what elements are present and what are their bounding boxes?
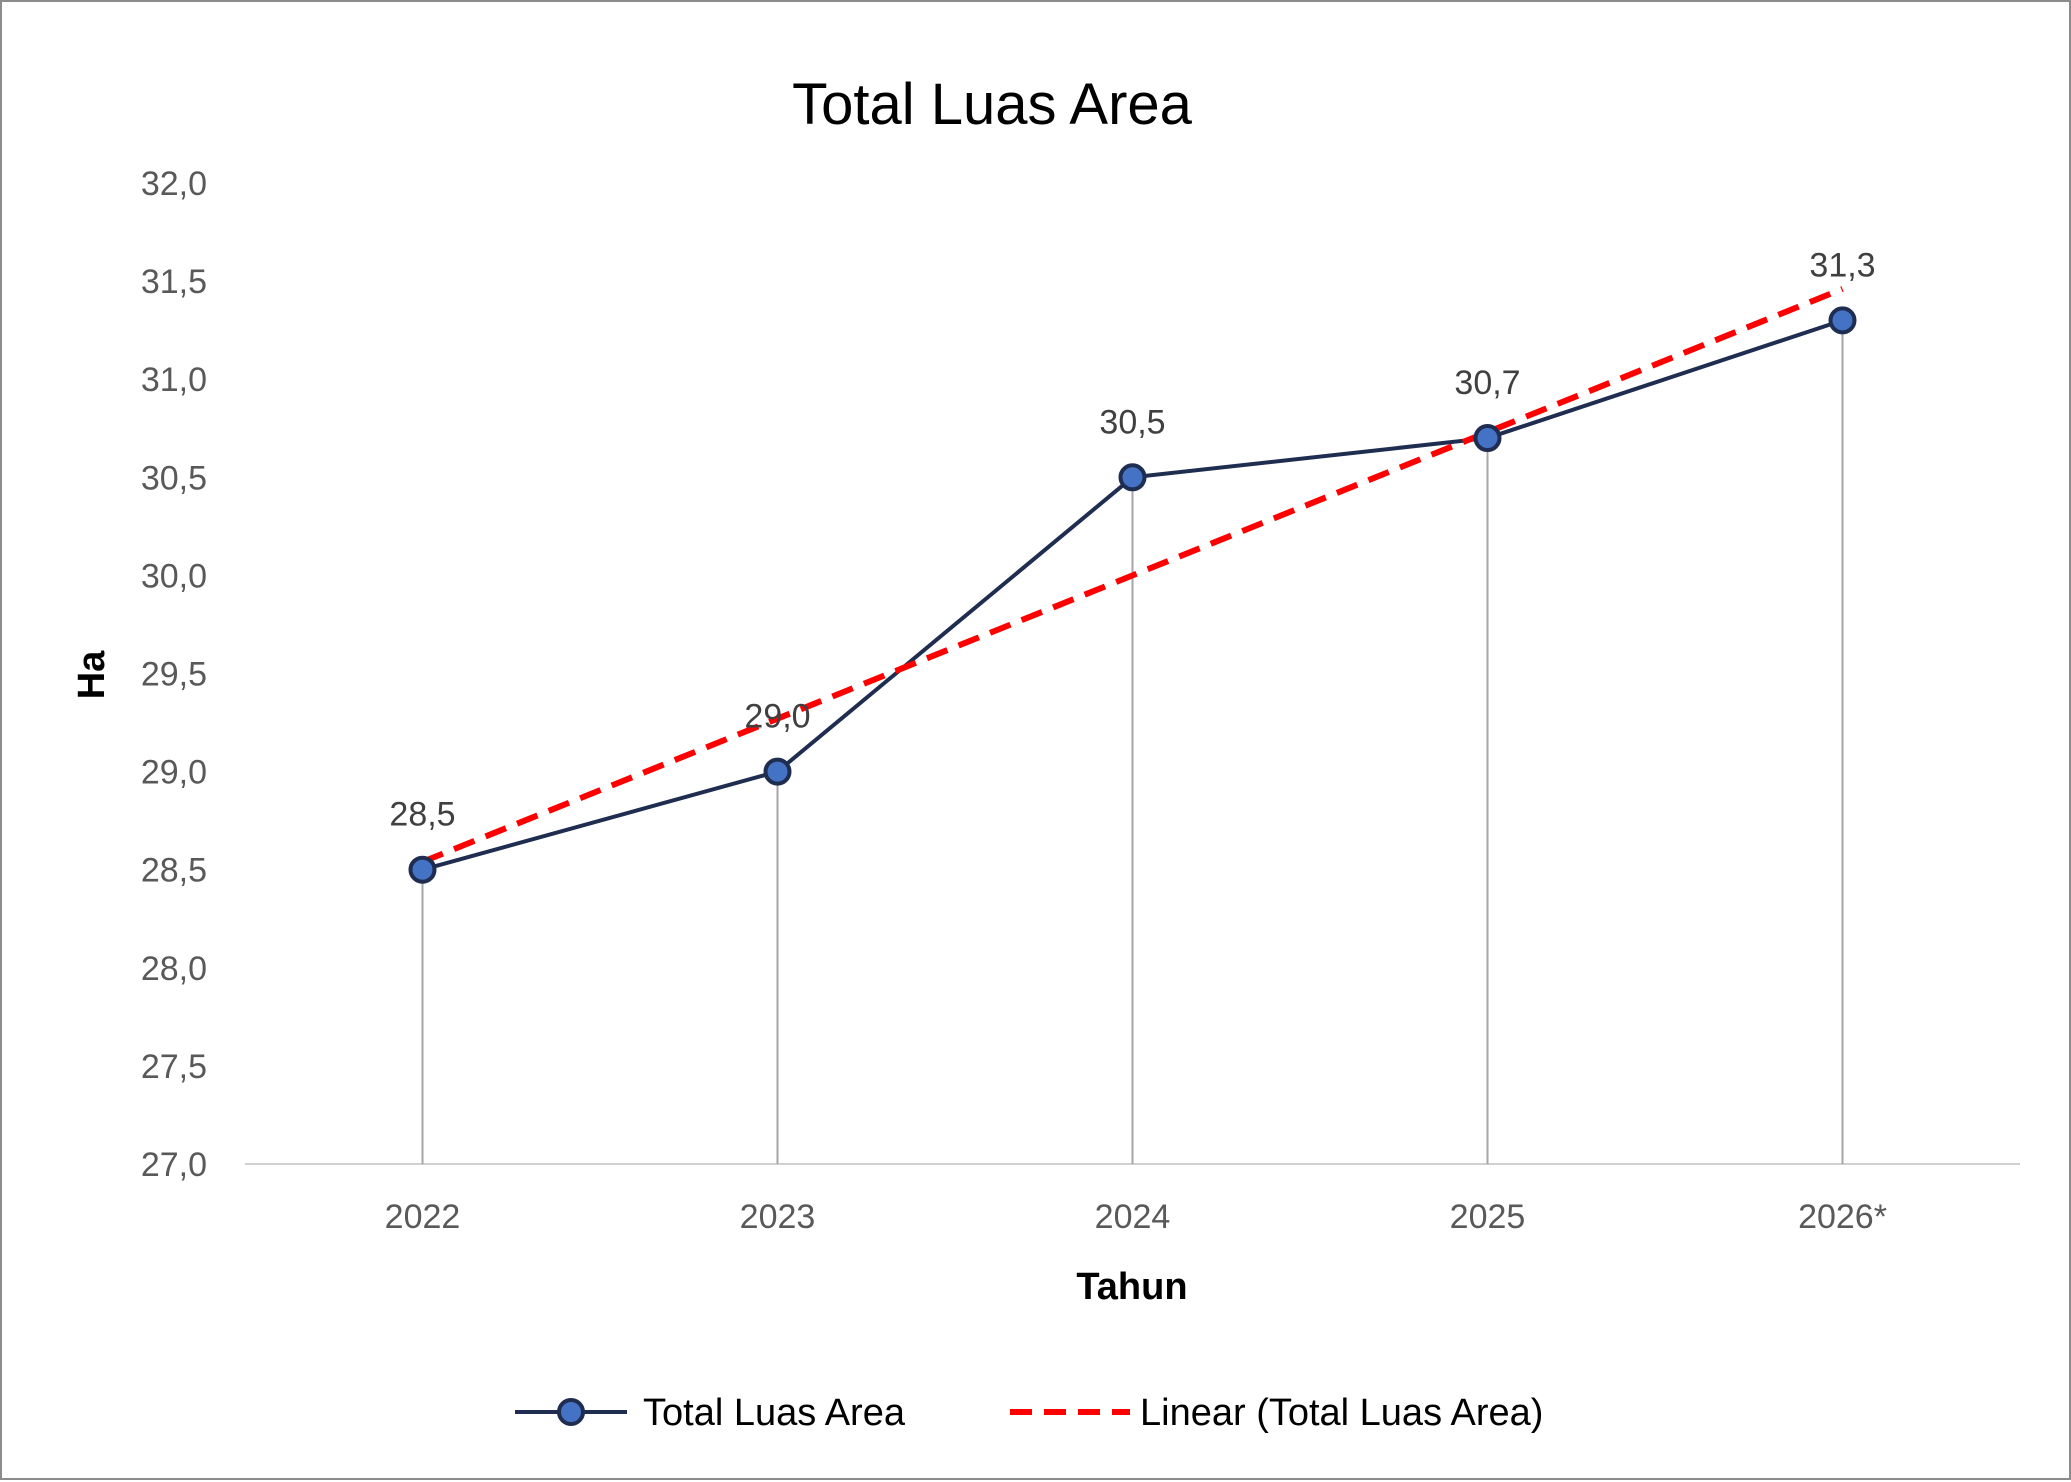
x-tick-label: 2022	[385, 1198, 461, 1236]
chart-title: Total Luas Area	[792, 72, 1193, 137]
x-tick-label: 2025	[1450, 1198, 1526, 1236]
y-tick-label: 27,0	[141, 1146, 207, 1184]
data-labels: 28,5 29,0 30,5 30,7 31,3	[389, 246, 1875, 833]
legend-item-series: Total Luas Area	[515, 1392, 906, 1434]
drop-lines	[421, 320, 1844, 1164]
y-tick-label: 28,0	[141, 950, 207, 988]
y-tick-label: 30,0	[141, 557, 207, 595]
data-point	[408, 855, 437, 884]
x-tick-label: 2023	[740, 1198, 816, 1236]
data-label: 28,5	[389, 796, 455, 834]
data-point	[1828, 306, 1857, 335]
x-axis-title: Tahun	[1076, 1266, 1187, 1308]
legend-item-trendline: Linear (Total Luas Area)	[1010, 1392, 1543, 1434]
legend-label-series: Total Luas Area	[643, 1392, 906, 1434]
data-point	[763, 757, 792, 786]
x-tick-label: 2024	[1095, 1198, 1171, 1236]
y-tick-label: 27,5	[141, 1048, 207, 1086]
y-axis-ticks: 27,0 27,5 28,0 28,5 29,0 29,5 30,0 30,5 31,0 31,5…	[141, 165, 207, 1184]
series-markers	[408, 306, 1857, 884]
y-tick-label: 30,5	[141, 459, 207, 497]
y-tick-label: 32,0	[141, 165, 207, 203]
trendline-line	[421, 286, 1844, 865]
y-tick-label: 28,5	[141, 852, 207, 890]
y-tick-label: 29,5	[141, 656, 207, 694]
y-tick-label: 29,0	[141, 754, 207, 792]
data-label: 29,0	[744, 698, 810, 736]
legend-label-trendline: Linear (Total Luas Area)	[1140, 1392, 1543, 1434]
data-point	[1473, 424, 1502, 453]
legend: Total Luas Area Linear (Total Luas Area)	[515, 1392, 1543, 1434]
trendline-linear	[421, 286, 1844, 865]
x-axis-ticks: 2022 2023 2024 2025 2026*	[385, 1198, 1887, 1236]
y-tick-label: 31,5	[141, 263, 207, 301]
x-tick-label: 2026*	[1798, 1198, 1887, 1236]
data-label: 31,3	[1809, 246, 1875, 284]
legend-marker-series	[557, 1398, 585, 1426]
data-label: 30,5	[1099, 403, 1165, 441]
y-axis-title: Ha	[71, 650, 113, 699]
y-tick-label: 31,0	[141, 361, 207, 399]
data-point	[1118, 463, 1147, 492]
data-label: 30,7	[1454, 364, 1520, 402]
